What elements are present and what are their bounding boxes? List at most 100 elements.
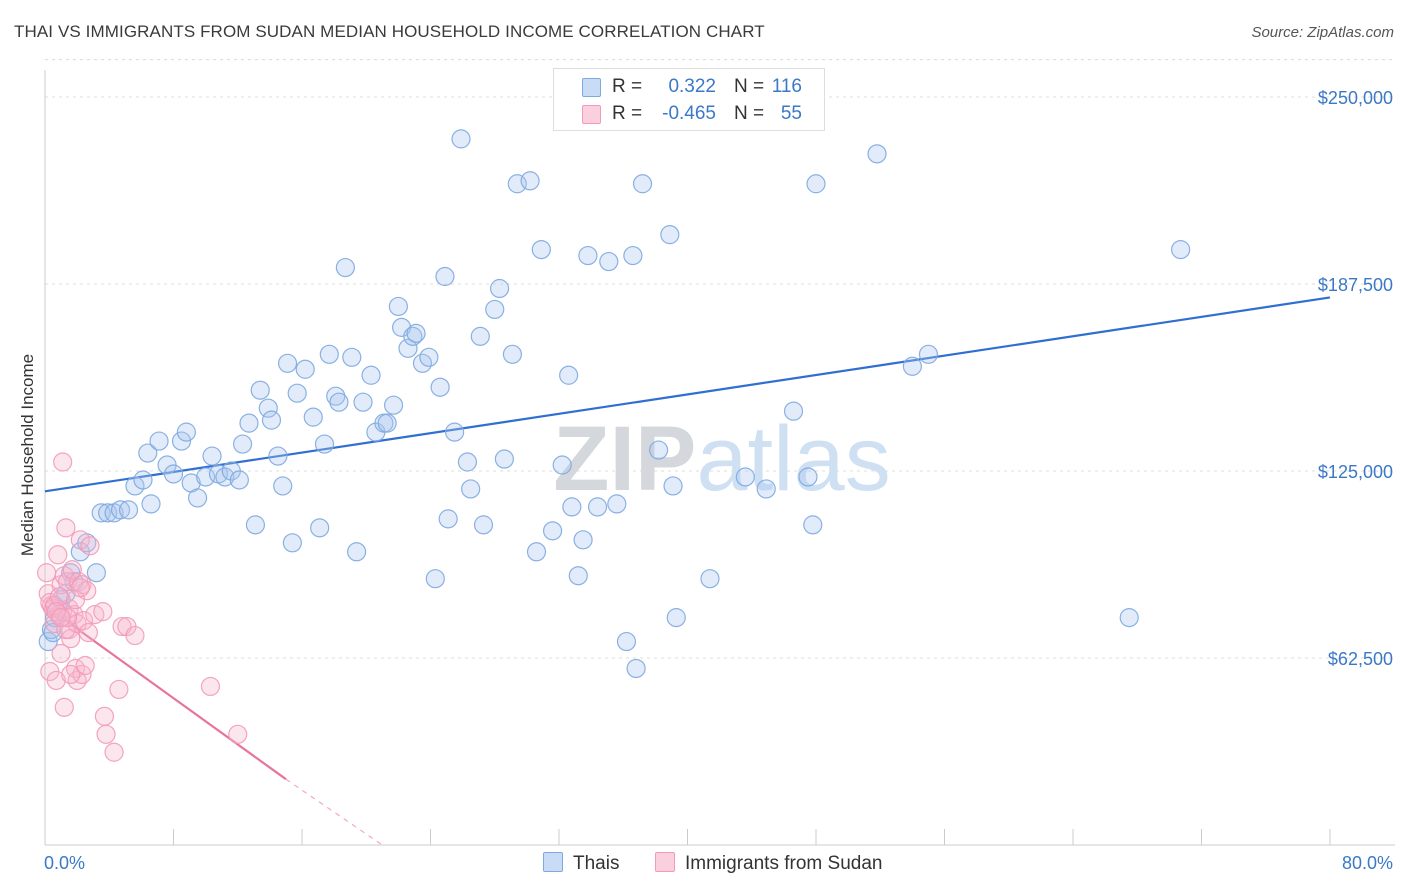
- thais-point: [245, 515, 266, 535]
- thais-point: [268, 446, 288, 466]
- thais-point: [398, 338, 418, 358]
- thais-point: [149, 431, 169, 451]
- thais-point: [902, 356, 922, 376]
- thais-point: [568, 566, 588, 586]
- thais-point: [435, 266, 455, 287]
- thais-point: [310, 518, 330, 538]
- correlation-legend: R = 0.322 N = 116 R = -0.465 N = 55: [553, 68, 825, 131]
- thais-point: [282, 533, 302, 553]
- thais-point: [485, 299, 505, 320]
- sudan-point: [200, 676, 221, 697]
- thais-point: [295, 359, 315, 379]
- thais-point: [587, 497, 608, 517]
- sudan-point: [109, 679, 129, 700]
- y-tick-label: $187,500: [1318, 275, 1393, 295]
- thais-point: [562, 497, 582, 517]
- sudan-point: [104, 742, 124, 762]
- thais-point: [438, 509, 458, 529]
- sudan-point: [65, 590, 86, 610]
- legend-r-label: R =: [612, 76, 643, 97]
- thais-point: [303, 407, 323, 427]
- legend-swatch-thais: [582, 78, 601, 97]
- thais-point: [187, 488, 208, 508]
- thais-point: [607, 494, 627, 514]
- thais-point: [616, 631, 637, 652]
- legend-r-label: R =: [612, 103, 643, 124]
- thais-point: [626, 658, 646, 679]
- thais-point: [377, 413, 397, 433]
- trend-lines: [44, 296, 1331, 846]
- sudan-point: [56, 619, 76, 640]
- trend-line-sudan: [44, 604, 287, 781]
- thais-point: [239, 413, 259, 433]
- sudan-point: [37, 563, 57, 583]
- thais-point: [319, 344, 339, 364]
- legend-r-value: -0.465: [662, 103, 716, 124]
- sudan-point: [46, 670, 66, 691]
- thais-point: [451, 129, 471, 149]
- legend-n-value: 116: [771, 76, 802, 97]
- thais-point: [470, 326, 490, 346]
- thais-point: [623, 245, 643, 266]
- thais-point: [250, 380, 270, 400]
- bottom-legend-thais: Thais: [543, 852, 619, 875]
- sudan-point: [96, 724, 116, 744]
- bottom-legend-label-sudan: Immigrants from Sudan: [685, 853, 883, 874]
- trend-line-thais: [44, 296, 1331, 493]
- thais-point: [806, 174, 826, 194]
- legend-n-value: 55: [780, 103, 802, 124]
- thais-point: [335, 257, 355, 278]
- legend-r-value: 0.322: [668, 76, 716, 97]
- x-tick-left: 0.0%: [44, 853, 85, 873]
- thais-point: [383, 395, 404, 415]
- sudan-point: [48, 545, 68, 565]
- thais-point: [273, 476, 293, 496]
- thais-point: [314, 434, 335, 454]
- sudan-point: [62, 560, 82, 580]
- trend-line-sudan-extrapolated: [285, 778, 383, 846]
- sudan-point: [61, 664, 81, 685]
- sudan-point: [70, 578, 90, 598]
- thais-point: [803, 515, 823, 535]
- thais-point: [735, 467, 755, 487]
- thais-point: [277, 353, 298, 373]
- thais-point: [666, 608, 686, 628]
- legend-n-label: N =: [734, 76, 765, 97]
- thais-point: [138, 443, 158, 463]
- y-tick-labels: $62,500 $125,000 $187,500 $250,000: [1318, 88, 1393, 669]
- sudan-point: [70, 530, 90, 550]
- watermark: ZIPatlas: [553, 408, 890, 510]
- thais-point: [163, 464, 184, 484]
- thais-point: [406, 323, 426, 343]
- thais-point: [660, 225, 680, 245]
- sudan-point: [73, 610, 94, 631]
- thais-point: [232, 434, 253, 454]
- y-tick-label: $62,500: [1328, 649, 1393, 669]
- thais-point: [444, 422, 465, 442]
- thais-point: [38, 631, 58, 652]
- thais-point: [258, 398, 278, 418]
- thais-point: [329, 392, 349, 412]
- thais-point: [700, 569, 720, 589]
- thais-point: [632, 174, 653, 194]
- sudan-point: [80, 536, 100, 556]
- x-tick-right: 80.0%: [1342, 853, 1393, 873]
- thais-point: [118, 500, 139, 520]
- thais-point: [489, 278, 510, 299]
- thais-point: [430, 377, 450, 397]
- thais-point: [261, 410, 282, 430]
- thais-point: [353, 392, 373, 412]
- sudan-point: [57, 608, 78, 628]
- thais-point: [176, 422, 196, 442]
- thais-point: [461, 479, 481, 499]
- thais-point: [361, 365, 381, 385]
- chart-title: THAI VS IMMIGRANTS FROM SUDAN MEDIAN HOU…: [14, 22, 765, 41]
- y-tick-label: $125,000: [1318, 462, 1393, 482]
- thais-point: [599, 251, 619, 272]
- sudan-point: [49, 587, 70, 607]
- thais-point: [110, 500, 131, 520]
- thais-point: [171, 431, 192, 451]
- thais-point: [133, 470, 153, 490]
- thais-point: [457, 452, 478, 472]
